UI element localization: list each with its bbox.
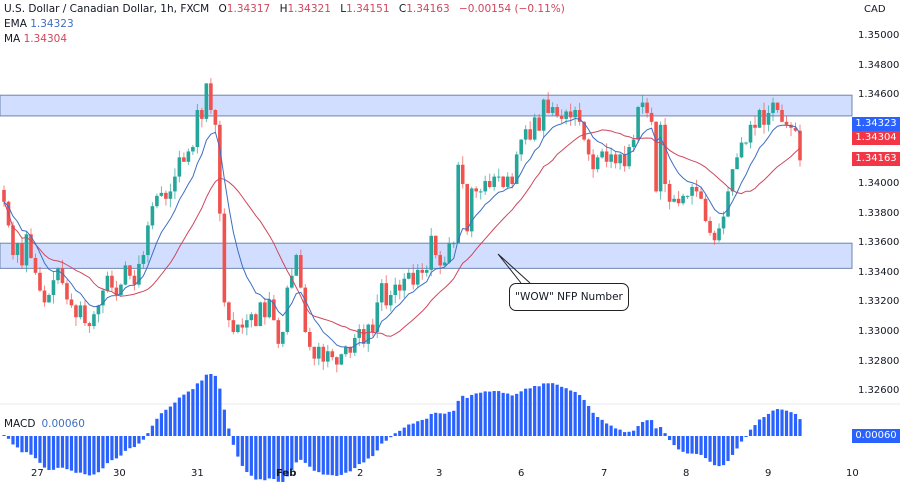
- close-value: 1.34163: [406, 3, 450, 15]
- time-tick: 3: [436, 468, 443, 479]
- ema-line: [3, 117, 801, 349]
- change-value: −0.00154 (−0.11%): [458, 3, 565, 15]
- time-tick: 31: [191, 468, 204, 479]
- ema-value: 1.34323: [30, 18, 74, 30]
- price-tick: 1.33800: [858, 207, 900, 219]
- macd-histogram: [2, 373, 802, 482]
- macd-value: 0.00060: [41, 418, 85, 430]
- candles-layer: [2, 78, 802, 373]
- open-value: 1.34317: [226, 3, 271, 15]
- ema-row[interactable]: EMA 1.34323: [4, 17, 565, 32]
- price-tick: 1.33200: [858, 296, 900, 308]
- currency-label: CAD: [864, 4, 886, 15]
- callout-pointer: [497, 253, 531, 284]
- low-label: L: [340, 3, 347, 15]
- price-tick: 1.32600: [858, 385, 900, 397]
- time-tick: 27: [31, 468, 44, 479]
- high-value: 1.34321: [287, 3, 331, 15]
- symbol-title: U.S. Dollar / Canadian Dollar, 1h, FXCM: [4, 3, 210, 15]
- time-tick: 9: [765, 468, 772, 479]
- time-tick: 10: [846, 468, 859, 479]
- macd-legend[interactable]: MACD 0.00060: [4, 418, 85, 430]
- price-tick: 1.34000: [858, 178, 900, 189]
- chart-legend: U.S. Dollar / Canadian Dollar, 1h, FXCM …: [4, 2, 565, 47]
- macd-tag: 0.00060: [852, 429, 900, 443]
- time-tick: 2: [357, 468, 364, 479]
- ma-line: [3, 129, 801, 337]
- price-tick: 1.32800: [858, 355, 900, 367]
- time-tick: 6: [518, 468, 525, 479]
- last-price-tag: 1.34163: [852, 152, 900, 166]
- zones-layer: [0, 94, 853, 269]
- price-tick: 1.33400: [858, 266, 900, 278]
- price-tick: 1.35000: [858, 30, 900, 41]
- time-tick: 7: [601, 468, 608, 479]
- support-zone[interactable]: [0, 242, 853, 269]
- time-tick: 8: [683, 468, 690, 479]
- open-label: O: [218, 3, 227, 15]
- price-tick: 1.33000: [858, 326, 900, 337]
- macd-label: MACD: [4, 418, 36, 430]
- ma-value: 1.34304: [23, 33, 68, 45]
- low-value: 1.34151: [346, 3, 390, 15]
- time-tick: Feb: [276, 468, 297, 479]
- ema-price-tag: 1.34323: [852, 117, 900, 131]
- ma-price-tag: 1.34304: [852, 131, 900, 145]
- price-tick: 1.34800: [858, 59, 900, 71]
- price-tick: 1.33600: [858, 237, 900, 249]
- time-tick: 30: [113, 468, 126, 479]
- ma-row[interactable]: MA 1.34304: [4, 32, 565, 47]
- price-tick: 1.34600: [858, 89, 900, 101]
- nfp-callout[interactable]: "WOW" NFP Number: [509, 283, 629, 311]
- ema-label: EMA: [4, 18, 27, 30]
- ma-label: MA: [4, 33, 21, 45]
- symbol-row: U.S. Dollar / Canadian Dollar, 1h, FXCM …: [4, 2, 565, 17]
- close-label: C: [398, 3, 407, 15]
- high-label: H: [279, 3, 288, 15]
- resistance-zone[interactable]: [0, 94, 853, 117]
